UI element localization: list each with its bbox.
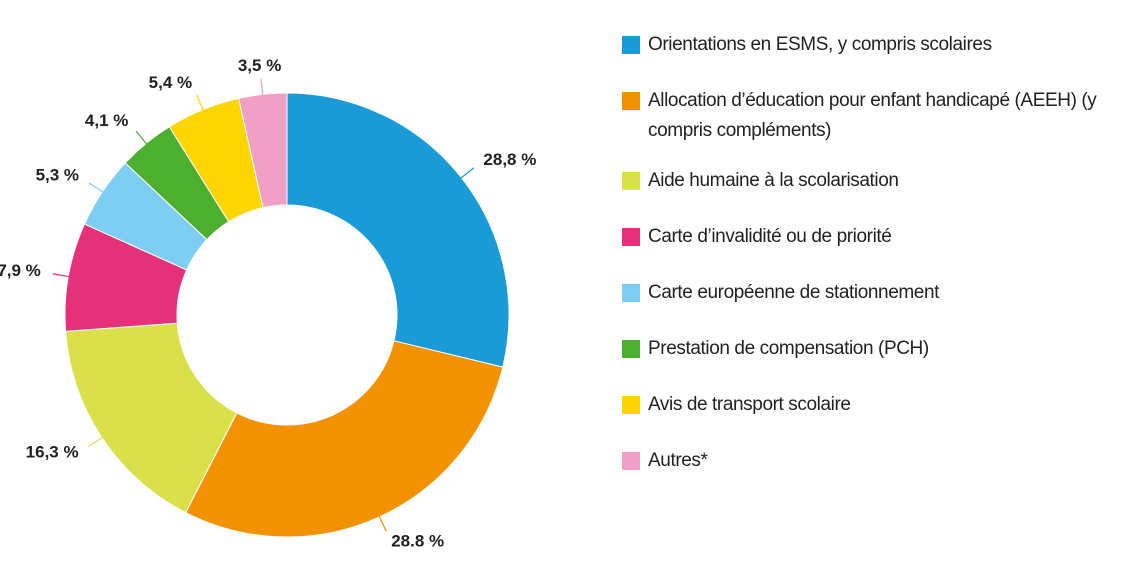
legend-item: Aide humaine à la scolarisation — [622, 166, 1122, 196]
legend-swatch — [622, 340, 640, 358]
legend-swatch — [622, 396, 640, 414]
legend-item: Avis de transport scolaire — [622, 390, 1122, 420]
donut-segment — [185, 340, 504, 538]
leader-line — [457, 167, 475, 181]
legend-item: Allocation d’éducation pour enfant handi… — [622, 86, 1122, 146]
donut-segment — [286, 92, 510, 368]
data-label: 28,8 % — [483, 150, 536, 169]
legend-label: Carte d’invalidité ou de priorité — [648, 226, 892, 247]
legend-swatch — [622, 452, 640, 470]
legend: Orientations en ESMS, y compris scolaire… — [622, 30, 1122, 502]
leader-line — [88, 434, 106, 447]
legend-swatch — [622, 284, 640, 302]
data-label: 4,1 % — [85, 111, 128, 130]
data-label: 5,4 % — [149, 73, 192, 92]
data-label: 16,3 % — [26, 443, 79, 462]
leader-line — [88, 182, 107, 195]
legend-swatch — [622, 92, 640, 110]
legend-swatch — [622, 36, 640, 54]
data-label: 5,3 % — [36, 166, 79, 185]
legend-label: Aide humaine à la scolarisation — [648, 170, 899, 191]
legend-label: Autres* — [648, 450, 708, 471]
leader-line — [377, 512, 387, 532]
legend-swatch — [622, 228, 640, 246]
legend-label: Prestation de compensation (PCH) — [648, 338, 929, 359]
legend-item: Orientations en ESMS, y compris scolaire… — [622, 30, 1122, 60]
legend-label: Allocation d’éducation pour enfant handi… — [648, 90, 1097, 141]
leader-line — [196, 94, 205, 114]
leader-line — [135, 130, 150, 147]
leader-line — [260, 78, 264, 99]
data-label: 3,5 % — [238, 56, 281, 75]
legend-item: Prestation de compensation (PCH) — [622, 334, 1122, 364]
legend-label: Avis de transport scolaire — [648, 394, 851, 415]
legend-item: Autres* — [622, 446, 1122, 476]
legend-label: Carte européenne de stationnement — [648, 282, 940, 303]
donut-segment — [65, 322, 238, 514]
data-label: 28.8 % — [391, 532, 444, 551]
legend-label: Orientations en ESMS, y compris scolaire… — [648, 34, 992, 55]
legend-item: Carte européenne de stationnement — [622, 278, 1122, 308]
donut-segment — [238, 92, 288, 209]
data-label: 7,9 % — [0, 261, 41, 280]
legend-item: Carte d’invalidité ou de priorité — [622, 222, 1122, 252]
chart: 28,8 % 28.8 % 16,3 % 7,9 % 5,3 % 4,1 % 5,4 % 3,… — [0, 56, 536, 551]
legend-swatch — [622, 172, 640, 190]
leader-line — [52, 273, 73, 278]
